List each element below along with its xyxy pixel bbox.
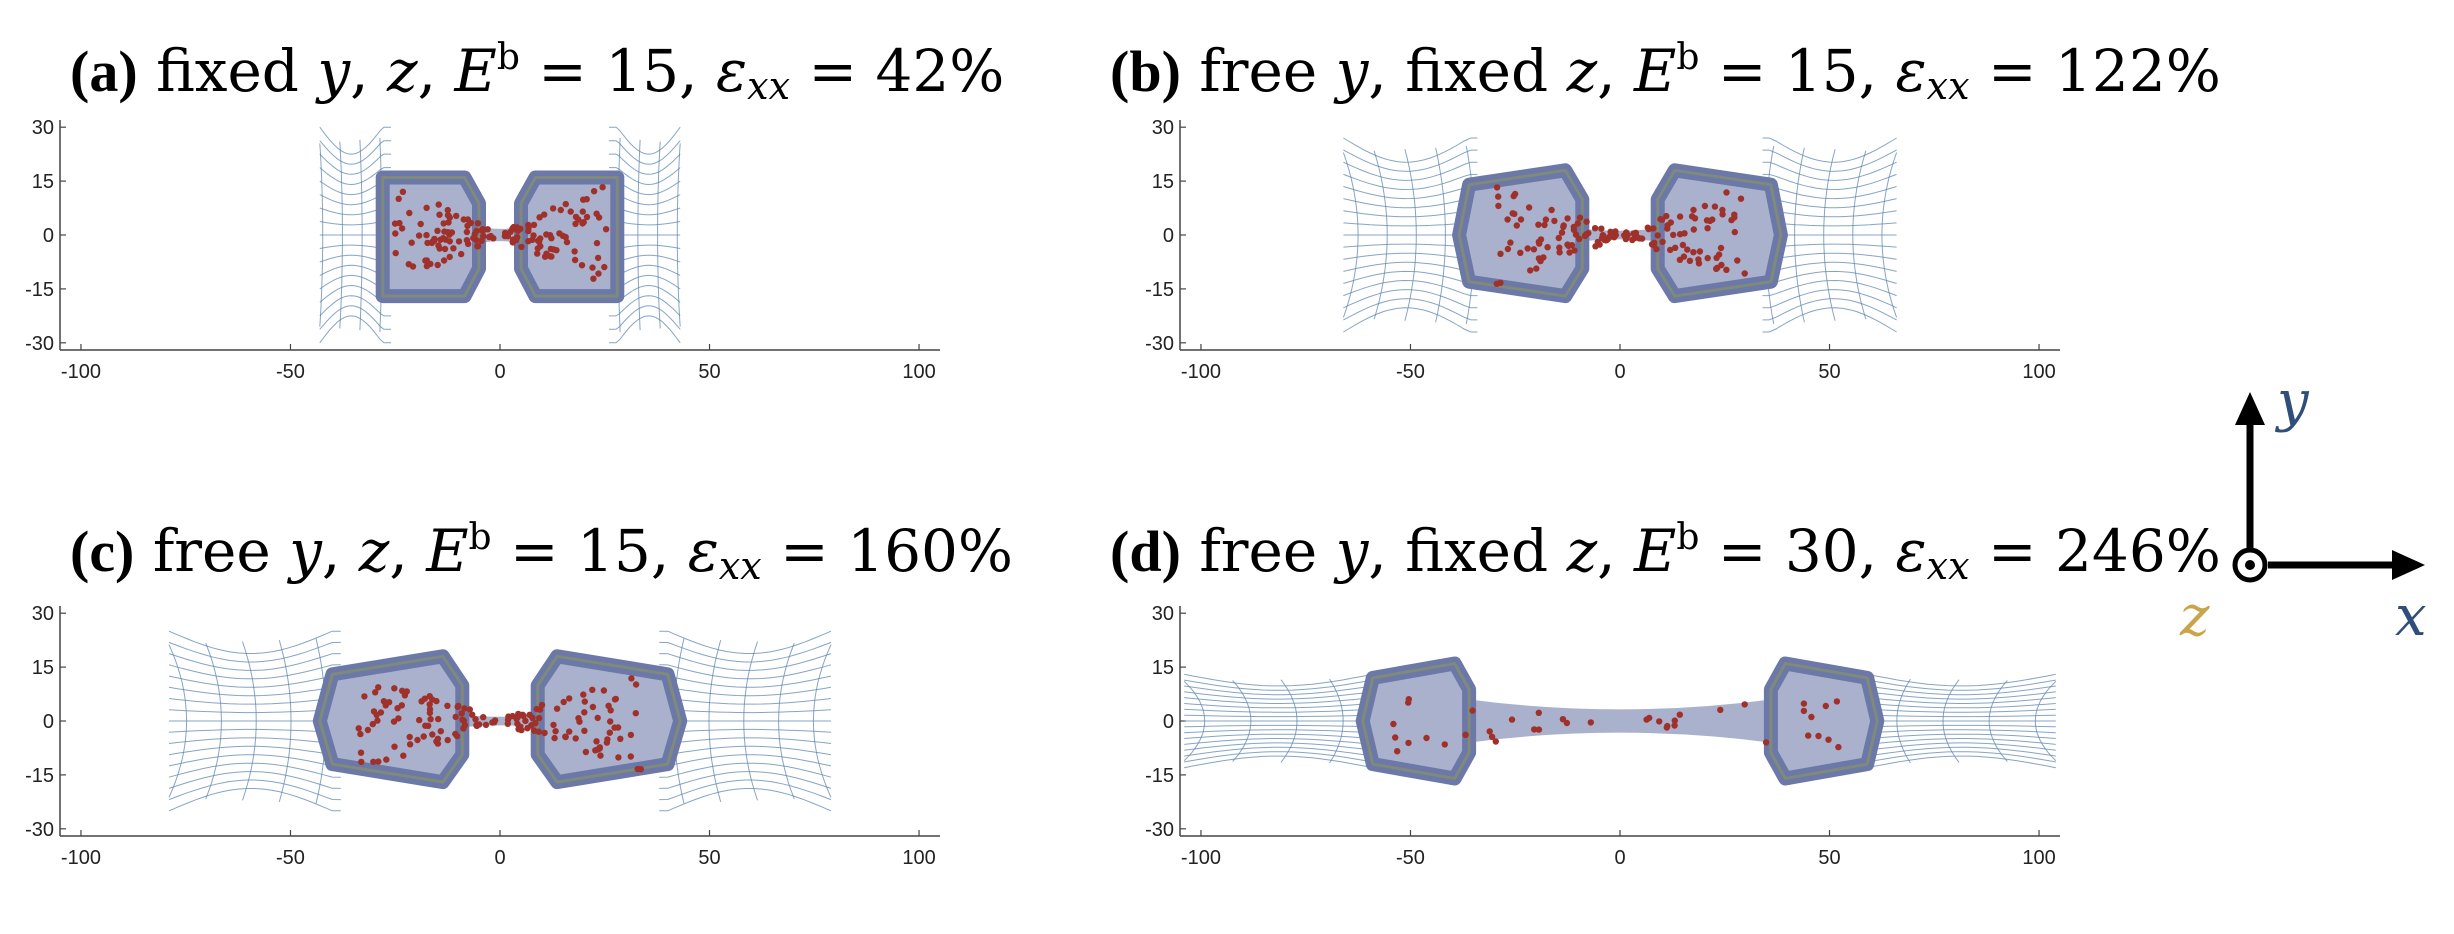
panel-a-y-tick-label: -30 [25,333,54,355]
z-axis-label: z [2179,584,2210,649]
panel-b-y-tick-label: 15 [1152,171,1174,193]
panel-d-y-tick-label: 30 [1152,603,1174,625]
panel-d-left-body-inner-edge [1361,662,1471,780]
panel-c-right-body-inner-edge [536,654,682,784]
panel-d-x-tick-label: 0 [1614,847,1625,869]
panel-c-y-tick-label: 0 [43,711,54,733]
panel-b-particles [1493,184,1748,287]
panel-b-y-tick-label: 0 [1163,225,1174,247]
panel-d-left-body [1355,656,1477,786]
panel-c-y-tick-label: 30 [32,603,54,625]
panel-c-x-tick-label: -50 [276,847,305,869]
panel-a-right-body-inner-edge [519,176,619,298]
panel-a-x-tick-label: -50 [276,361,305,383]
panel-a-plot: -100 -50 0 50 100 30 15 0 -15 -30 [25,117,940,383]
panel-d-label: (d) [1110,519,1181,584]
panel-a-y-tick-label: 0 [43,225,54,247]
panel-c-left-body-inner-edge [318,654,464,784]
panel-b-right-body [1650,163,1788,304]
panel-d-plot: -100 -50 0 50 100 30 15 0 -15 -30 [1145,603,2060,869]
panel-d-right-body-inner-edge [1769,662,1879,780]
panel-b-title: (b) free y, fixed z, Eb = 15, εxx = 122% [1110,37,2221,108]
panel-b-label: (b) [1110,39,1181,104]
panel-b-x-tick-label: 100 [2022,361,2055,383]
y-arrow-head [2235,392,2265,425]
panel-b-right-body-inner-edge [1656,168,1783,298]
panel-a-lattice [319,126,681,344]
panel-d-x-tick-label: 50 [1818,847,1840,869]
panel-d-right-body [1763,656,1885,786]
panel-c-y-tick-label: 15 [32,657,54,679]
panel-a-label: (a) [70,39,138,104]
panel-b-x-tick-label: 0 [1614,361,1625,383]
panel-d-y-tick-label: 15 [1152,657,1174,679]
panel-d-title: (d) free y, fixed z, Eb = 30, εxx = 246% [1110,517,2221,588]
panel-a-x-tick-label: 0 [494,361,505,383]
panel-b-x-tick-label: -100 [1181,361,1221,383]
panel-b-x-tick-label: -50 [1396,361,1425,383]
panel-a-x-tick-label: 50 [698,361,720,383]
panel-d-x-tick-label: -100 [1181,847,1221,869]
panel-a-x-tick-label: 100 [902,361,935,383]
panel-a-left-body [375,170,486,304]
panel-a-title: (a) fixed y, z, Eb = 15, εxx = 42% [70,37,1005,108]
panel-c-particles [355,675,644,773]
panel-a-y-tick-label: -15 [25,279,54,301]
panel-b-y-tick-label: 30 [1152,117,1174,139]
panel-b-y-tick-label: -15 [1145,279,1174,301]
panel-d-neck [1469,699,1771,743]
panel-a-left-body-inner-edge [381,176,481,298]
panel-d-y-tick-label: 0 [1163,711,1174,733]
panel-a-particles [391,184,610,282]
y-axis-label: y [2274,369,2310,434]
coordinate-axes-icon: y x z [2179,369,2427,649]
x-axis-label: x [2395,584,2427,649]
panel-d-particles [1390,696,1842,755]
panel-c-plot: -100 -50 0 50 100 30 15 0 -15 -30 [25,603,940,869]
panel-b-plot: -100 -50 0 50 100 30 15 0 -15 -30 [1145,117,2060,383]
panel-a-y-tick-label: 30 [32,117,54,139]
x-arrow-head [2392,550,2425,580]
panel-c-y-tick-label: -15 [25,765,54,787]
panel-c-x-tick-label: 50 [698,847,720,869]
panel-c-x-tick-label: 0 [494,847,505,869]
panel-d-x-tick-label: 100 [2022,847,2055,869]
panel-c-x-tick-label: 100 [902,847,935,869]
panel-b-lattice [1342,137,1898,333]
panel-d-y-tick-label: -30 [1145,819,1174,841]
panel-c-label: (c) [70,519,135,584]
panel-c-y-tick-label: -30 [25,819,54,841]
panel-d-x-tick-label: -50 [1396,847,1425,869]
panel-b-left-body-inner-edge [1457,168,1584,298]
panel-b-x-tick-label: 50 [1818,361,1840,383]
panel-b-y-tick-label: -30 [1145,333,1174,355]
panel-c-x-tick-label: -100 [61,847,101,869]
panel-d-lattice [1183,673,2057,769]
panel-c-title: (c) free y, z, Eb = 15, εxx = 160% [70,517,1014,588]
panel-d-y-tick-label: -15 [1145,765,1174,787]
panel-a-y-tick-label: 15 [32,171,54,193]
panel-a-x-tick-label: -100 [61,361,101,383]
